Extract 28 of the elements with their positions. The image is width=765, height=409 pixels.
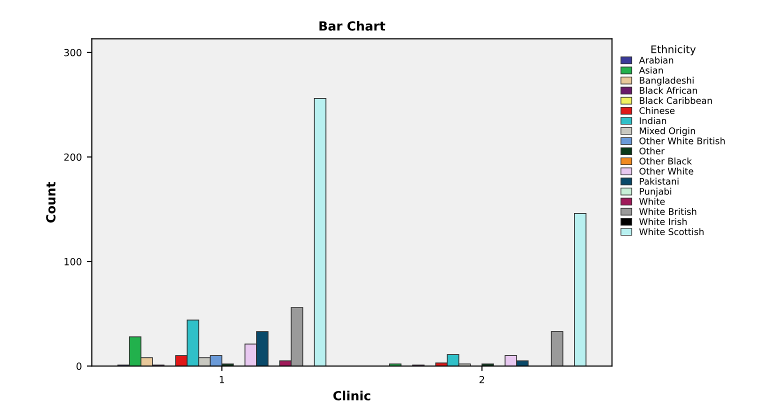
legend-label: Pakistani [640,178,678,185]
legend-label: White [639,198,665,205]
legend-title: Ethnicity [651,45,696,56]
legend-label: Indian [640,117,666,124]
x-tick-label: 1 [220,376,224,384]
legend-label: Arabian [639,56,674,64]
legend-label: White Scottish [639,228,704,236]
legend-label: Black African [640,86,697,94]
legend-label: White British [639,208,696,215]
legend-label: Other White British [639,137,725,144]
chart-title: Bar Chart [319,21,386,31]
legend-label: Asian [639,66,663,74]
legend-label: Chinese [639,107,675,114]
y-tick-label: 200 [64,153,82,161]
legend-label: Punjabi [640,188,672,197]
x-tick-label: 2 [480,376,484,384]
legend-label: Other White [639,168,694,175]
x-axis-title: Clinic [333,390,370,400]
legend-label: Other Black [639,158,692,165]
legend-label: White Irish [639,218,687,226]
legend-label: Black Caribbean [640,96,712,104]
y-tick-label: 0 [76,362,82,370]
y-tick-label: 300 [64,48,82,56]
y-axis-title: Count [46,182,56,223]
legend-label: Mixed Origin [640,127,696,136]
legend-label: Other [639,147,665,154]
legend-label: Bangladeshi [640,76,694,86]
y-tick-label: 100 [64,258,82,266]
